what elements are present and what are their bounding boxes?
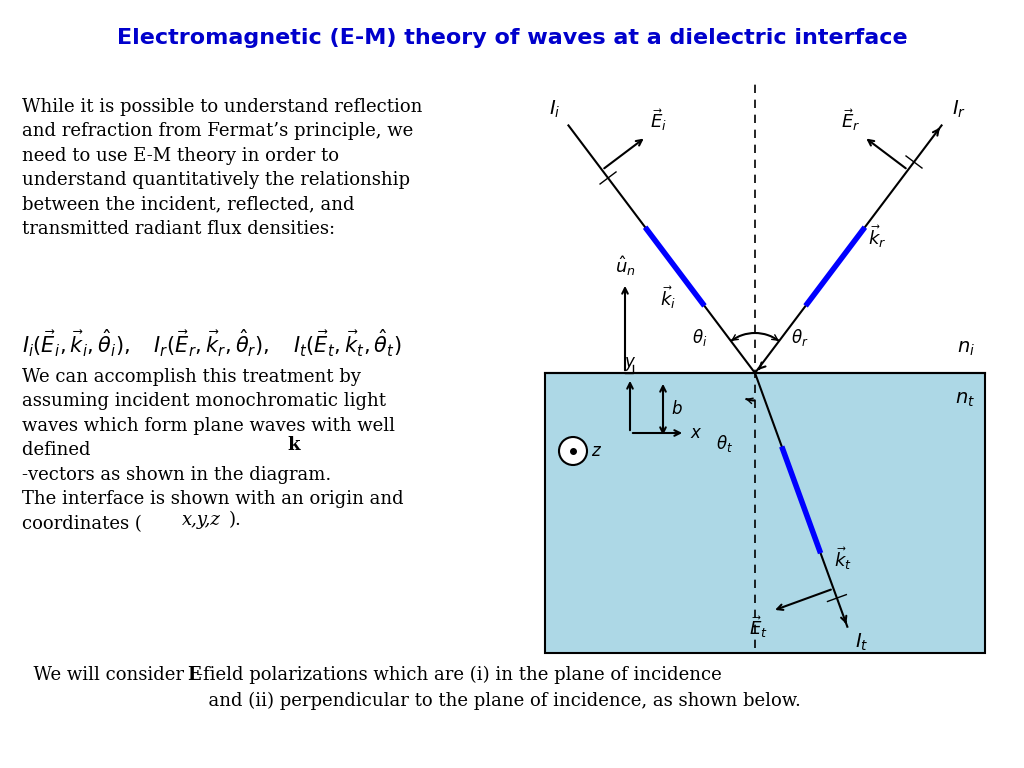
- Text: $\theta_r$: $\theta_r$: [792, 327, 809, 348]
- Text: $\vec{E}_t$: $\vec{E}_t$: [749, 614, 767, 640]
- Text: $\hat{u}_n$: $\hat{u}_n$: [614, 254, 635, 278]
- Text: $\vec{k}_t$: $\vec{k}_t$: [835, 545, 852, 571]
- Text: $I_i$: $I_i$: [549, 99, 560, 121]
- Text: $b$: $b$: [671, 400, 683, 419]
- Text: $n_i$: $n_i$: [956, 339, 975, 358]
- Bar: [545, 373, 985, 653]
- Text: We will consider: We will consider: [22, 666, 189, 684]
- Text: k: k: [287, 435, 299, 453]
- Text: E: E: [187, 666, 201, 684]
- Text: $y$: $y$: [624, 355, 636, 373]
- Text: $z$: $z$: [591, 442, 602, 459]
- Text: $\theta_t$: $\theta_t$: [717, 433, 733, 454]
- Text: $\theta_i$: $\theta_i$: [692, 327, 708, 348]
- Text: $I_r$: $I_r$: [951, 99, 966, 121]
- Text: $n_t$: $n_t$: [954, 391, 975, 409]
- Text: $\vec{k}_r$: $\vec{k}_r$: [867, 223, 886, 250]
- Text: ).: ).: [229, 511, 242, 529]
- Text: $I_i(\vec{E}_i,\vec{k}_i,\hat{\theta}_i),$   $I_r(\vec{E}_r,\vec{k}_r,\hat{\thet: $I_i(\vec{E}_i,\vec{k}_i,\hat{\theta}_i)…: [22, 328, 401, 359]
- Text: We can accomplish this treatment by
assuming incident monochromatic light
waves : We can accomplish this treatment by assu…: [22, 368, 395, 459]
- Circle shape: [559, 437, 587, 465]
- Text: x,y,z: x,y,z: [182, 511, 221, 529]
- Text: -vectors as shown in the diagram.
The interface is shown with an origin and
coor: -vectors as shown in the diagram. The in…: [22, 466, 403, 532]
- Text: $x$: $x$: [690, 425, 702, 442]
- Text: $\vec{E}_r$: $\vec{E}_r$: [841, 107, 860, 133]
- Text: $\vec{E}_i$: $\vec{E}_i$: [650, 107, 667, 133]
- Text: $I_t$: $I_t$: [855, 632, 868, 653]
- Text: -field polarizations which are (i) in the plane of incidence
  and (ii) perpendi: -field polarizations which are (i) in th…: [197, 666, 801, 710]
- Text: $\vec{k}_i$: $\vec{k}_i$: [660, 284, 676, 311]
- Text: While it is possible to understand reflection
and refraction from Fermat’s princ: While it is possible to understand refle…: [22, 98, 422, 237]
- Text: Electromagnetic (E-M) theory of waves at a dielectric interface: Electromagnetic (E-M) theory of waves at…: [117, 28, 907, 48]
